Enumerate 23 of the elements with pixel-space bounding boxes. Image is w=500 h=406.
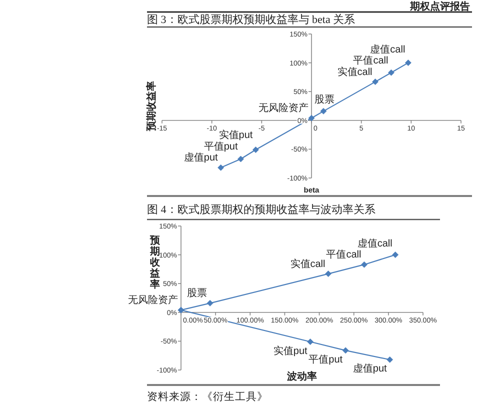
xlabel: 波动率 — [287, 372, 317, 382]
point-label: 平值put — [308, 354, 343, 366]
point-label: 虚值call — [370, 44, 406, 56]
note: 资料来源：《衍生工具》 — [147, 392, 268, 403]
point-label: 股票 — [187, 288, 208, 300]
point-label: 平值call — [326, 250, 362, 261]
point-label: 无风险资产 — [258, 103, 308, 114]
point-label: 无风险资产 — [128, 295, 178, 306]
title: 图 3：欧式股票期权预期收益率与 beta 关系 — [147, 14, 356, 26]
point-label: 实值put — [218, 130, 253, 142]
point-label: 虚值put — [184, 152, 218, 164]
point-label: 实值put — [273, 346, 308, 357]
ylabel: 预期收益率 — [146, 81, 158, 131]
ylabel: 预期收益率 — [150, 236, 160, 290]
point-label: 虚值call — [357, 238, 392, 250]
point-label: 股票 — [314, 94, 334, 106]
title: 图 4：欧式股票期权的预期收益率与波动率关系 — [147, 204, 376, 216]
header: 期权点评报告 — [410, 2, 470, 12]
point-label: 虚值put — [352, 364, 387, 375]
point-label: 实值call — [290, 258, 326, 270]
point-label: 平值call — [353, 56, 388, 67]
point-label: 实值call — [337, 66, 372, 78]
point-label: 平值put — [204, 141, 238, 152]
